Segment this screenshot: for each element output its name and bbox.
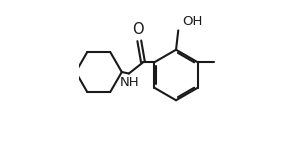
Text: OH: OH: [182, 15, 202, 28]
Text: O: O: [132, 22, 144, 37]
Text: NH: NH: [120, 76, 140, 89]
